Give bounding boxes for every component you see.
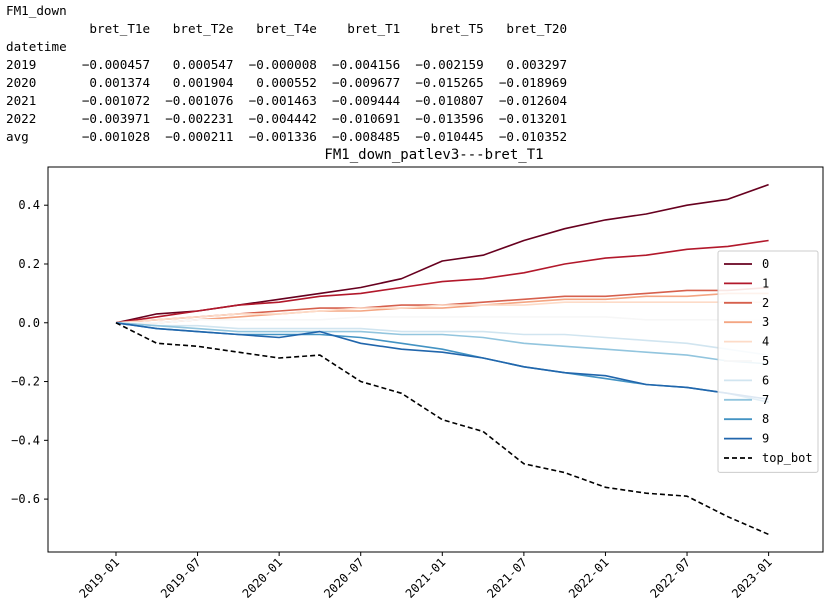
series-line-5	[116, 316, 769, 324]
legend-label: 0	[762, 257, 769, 271]
series-line-7	[115, 322, 769, 365]
legend-label: top_bot	[762, 451, 813, 465]
y-tick-label: 0.2	[18, 257, 40, 271]
legend-label: 8	[762, 412, 769, 426]
series-layer	[115, 183, 769, 536]
y-tick-label: −0.6	[11, 492, 40, 506]
x-tick-label: 2019-01	[76, 555, 122, 601]
x-tick-label: 2021-01	[403, 555, 449, 601]
series-line-1	[115, 239, 769, 324]
y-axis: 0.4 0.2 0.0 −0.2 −0.4 −0.6	[11, 198, 48, 506]
y-tick-label: 0.0	[18, 316, 40, 330]
x-axis: 2019-01 2019-07 2020-01 2020-07 2021-01 2021-…	[76, 552, 775, 601]
x-tick-label: 2022-07	[647, 555, 693, 601]
legend-label: 5	[762, 354, 769, 368]
series-line-6	[115, 322, 769, 356]
series-line-3	[116, 292, 769, 324]
x-tick-label: 2019-07	[158, 555, 204, 601]
legend-label: 1	[762, 276, 769, 290]
legend-label: 4	[762, 335, 769, 349]
y-tick-label: −0.4	[11, 433, 40, 447]
x-tick-label: 2022-01	[566, 555, 612, 601]
x-tick-label: 2021-07	[484, 555, 530, 601]
legend-label: 7	[762, 393, 769, 407]
series-line-9	[115, 322, 769, 400]
series-line-4	[115, 301, 769, 324]
chart-title: FM1_down_patlev3---bret_T1	[324, 147, 543, 163]
stats-table: FM1_down bret_T1e bret_T2e bret_T4e bret…	[6, 3, 568, 144]
legend-label: 2	[762, 296, 769, 310]
x-tick-label: 2020-01	[240, 555, 286, 601]
plot-area-frame	[47, 166, 824, 553]
legend-box	[717, 250, 819, 473]
series-line-top_bot	[115, 322, 769, 536]
y-tick-label: 0.4	[18, 198, 40, 212]
legend-label: 3	[762, 315, 769, 329]
x-tick-label: 2020-07	[321, 555, 367, 601]
y-tick-label: −0.2	[11, 375, 40, 389]
legend-label: 6	[762, 373, 769, 387]
legend: 0 1 2 3 4 5 6 7 8 9 top_bot	[717, 250, 819, 473]
legend-label: 9	[762, 432, 769, 446]
x-tick-label: 2023-01	[729, 555, 775, 601]
